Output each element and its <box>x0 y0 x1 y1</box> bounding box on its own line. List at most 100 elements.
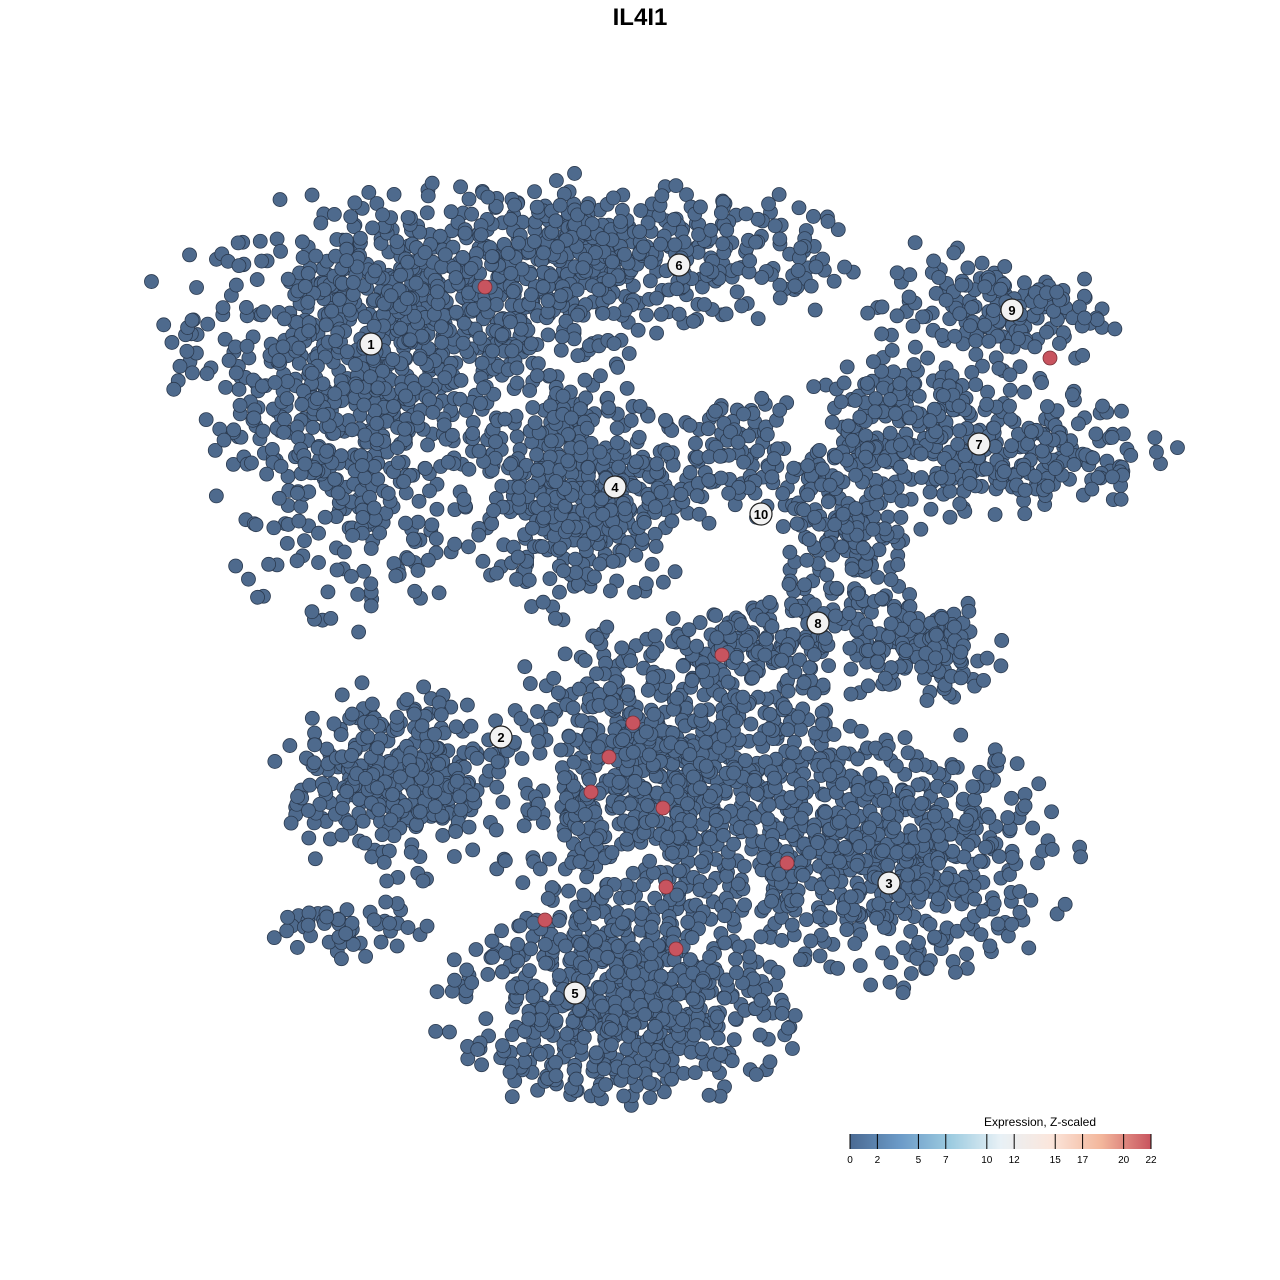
cell-point <box>576 536 592 552</box>
cell-point <box>480 967 496 982</box>
cell-point <box>948 964 963 980</box>
cell-point <box>389 234 405 249</box>
cell-point <box>374 827 390 843</box>
cell-point <box>619 831 634 847</box>
cell-point <box>726 765 742 781</box>
cell-point <box>184 312 200 328</box>
cell-point <box>803 278 819 294</box>
cell-point <box>577 653 593 668</box>
cell-point <box>323 610 339 626</box>
cell-point <box>264 442 280 457</box>
cell-point <box>775 519 791 534</box>
cell-point <box>293 499 309 514</box>
cell-point <box>279 391 295 407</box>
cell-point <box>523 287 539 303</box>
cell-point <box>453 372 469 388</box>
cell-point <box>736 406 751 422</box>
cell-point <box>822 767 838 783</box>
cell-point <box>587 569 602 585</box>
cell-point <box>738 633 754 649</box>
cell-point <box>432 228 448 244</box>
cell-point <box>412 804 428 820</box>
cell-point <box>991 361 1007 376</box>
cell-point <box>889 845 905 860</box>
cell-point <box>420 552 436 568</box>
cell-point <box>684 673 700 688</box>
cell-point <box>514 751 530 766</box>
cell-point <box>367 263 383 279</box>
cell-point <box>156 317 172 333</box>
cell-point <box>540 327 556 343</box>
cell-point <box>522 676 538 691</box>
cell-point <box>973 927 989 943</box>
cell-point <box>913 521 929 537</box>
cell-point <box>874 299 890 315</box>
cell-point <box>239 338 255 354</box>
cell-point <box>664 513 680 529</box>
cell-point <box>420 437 435 453</box>
cell-point <box>355 813 371 829</box>
cell-point <box>471 443 487 459</box>
cell-point <box>629 454 644 470</box>
cell-point <box>1039 399 1055 414</box>
cell-point <box>380 485 396 501</box>
cell-point <box>987 507 1003 522</box>
cell-point <box>529 447 545 463</box>
cell-point <box>977 317 993 333</box>
cell-point <box>344 422 360 438</box>
cell-point <box>1104 429 1120 445</box>
cell-point <box>431 756 446 772</box>
cell-point <box>356 397 372 413</box>
cell-point <box>808 259 824 275</box>
cell-point <box>820 494 836 510</box>
cell-point <box>513 711 529 726</box>
cell-point <box>726 836 742 852</box>
cell-point <box>962 318 978 334</box>
cell-point <box>1088 426 1104 442</box>
cell-point <box>940 783 956 798</box>
cell-point <box>1057 896 1073 912</box>
cell-point <box>1170 440 1185 456</box>
cell-point <box>406 784 422 800</box>
cell-point <box>1039 324 1054 340</box>
cell-point <box>843 686 859 702</box>
cell-point <box>852 958 868 973</box>
cell-point <box>275 339 291 355</box>
cell-point <box>882 392 898 407</box>
cell-point <box>1066 457 1082 472</box>
cell-point <box>761 797 777 813</box>
cell-point <box>319 443 335 459</box>
cell-point <box>370 380 386 396</box>
cell-point <box>698 734 714 750</box>
cell-point <box>953 727 969 743</box>
cell-point <box>550 685 566 701</box>
cell-point <box>455 335 471 351</box>
cell-point <box>434 334 450 350</box>
cell-point <box>889 308 905 324</box>
cell-point <box>543 433 559 449</box>
cell-point <box>1020 436 1036 452</box>
cell-point <box>503 456 518 472</box>
cell-point <box>375 363 390 379</box>
cell-point <box>642 273 658 289</box>
cell-point <box>527 415 543 431</box>
cell-point <box>407 308 422 324</box>
cell-point <box>465 842 481 858</box>
cell-point <box>928 627 944 643</box>
cell-point <box>944 459 960 474</box>
cell-point <box>923 501 939 517</box>
cell-point <box>863 977 879 993</box>
cell-point <box>304 604 320 620</box>
cell-point <box>542 571 558 587</box>
cell-point <box>691 506 707 522</box>
cell-point <box>766 451 782 467</box>
cell-point <box>363 541 379 556</box>
cell-point <box>543 711 559 727</box>
cell-point <box>429 284 445 300</box>
cell-point <box>640 682 656 698</box>
cell-point <box>749 786 765 801</box>
cell-point <box>915 309 931 325</box>
cell-point <box>860 678 876 694</box>
cell-point <box>886 820 902 836</box>
cell-point <box>910 879 926 895</box>
